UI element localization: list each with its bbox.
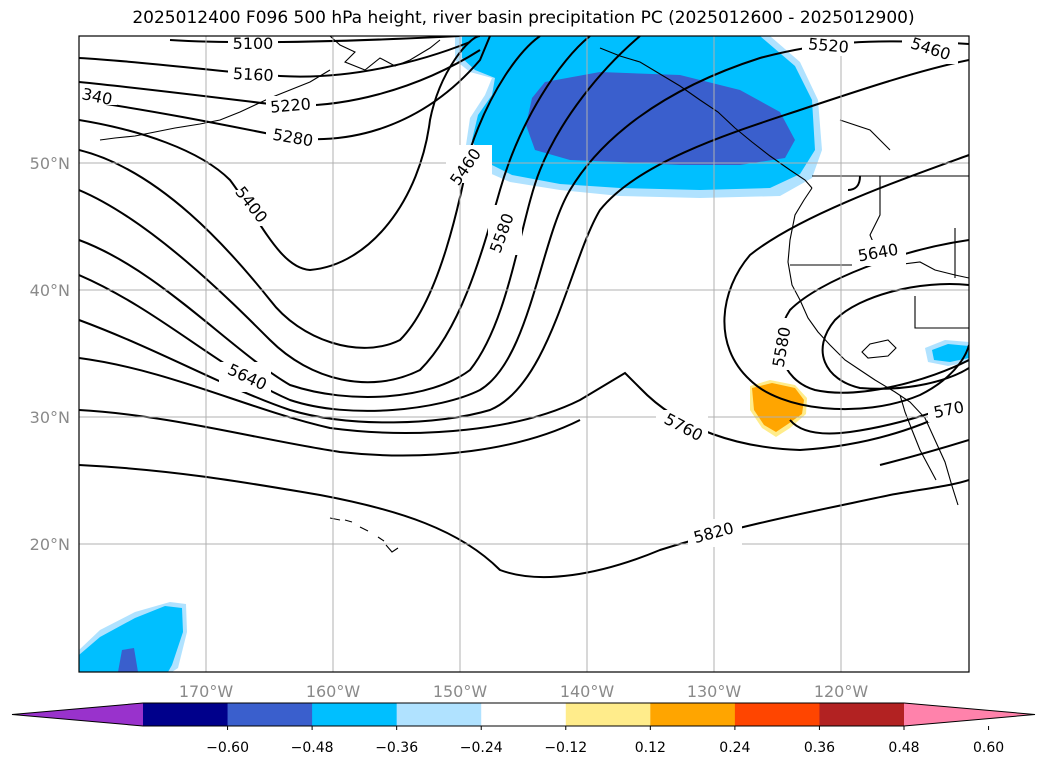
precip-shading — [79, 36, 969, 672]
colorbar-segment — [819, 703, 905, 726]
longitude-labels: 170°W 160°W 150°W 140°W 130°W 120°W — [179, 682, 869, 701]
colorbar-extend-min — [12, 703, 143, 726]
lon-label: 160°W — [306, 682, 361, 701]
precip-sw-medium — [79, 606, 183, 672]
figure-title: 2025012400 F096 500 hPa height, river ba… — [132, 8, 915, 28]
contour-label: 5100 — [233, 34, 274, 53]
colorbar-tick-label: −0.24 — [460, 740, 503, 756]
colorbar: −0.60 −0.48 −0.36 −0.24 −0.12 0.12 0.24 0.36 0.4… — [11, 702, 1036, 756]
contour-label-backdrops — [79, 36, 969, 547]
colorbar-extend-max — [904, 703, 1035, 726]
contour-label: 5160 — [232, 64, 274, 85]
colorbar-outline — [11, 702, 1036, 727]
colorbar-segment — [312, 703, 398, 726]
colorbar-tick-label: 0.36 — [804, 740, 835, 756]
precip-east-medium — [932, 344, 969, 362]
map-frame — [78, 35, 970, 673]
colorbar-tick-label: 0.24 — [719, 740, 750, 756]
contour-label: 5520 — [807, 34, 849, 56]
colorbar-tick-label: −0.48 — [291, 740, 334, 756]
colorbar-tick-label: −0.60 — [206, 740, 249, 756]
colorbar-tick-label: 0.60 — [973, 740, 1004, 756]
lat-label: 40°N — [30, 281, 70, 300]
colorbar-segment — [650, 703, 736, 726]
lon-label: 140°W — [560, 682, 615, 701]
colorbar-segment — [481, 703, 567, 726]
colorbar-segment — [143, 703, 229, 726]
colorbar-segment — [227, 703, 313, 726]
colorbar-segment — [396, 703, 482, 726]
lon-label: 120°W — [814, 682, 869, 701]
precip-sw-dark — [118, 648, 138, 672]
contour-label: 5220 — [269, 94, 311, 116]
precip-negative-dark — [526, 72, 795, 165]
colorbar-tick-label: 0.48 — [888, 740, 919, 756]
lon-label: 130°W — [687, 682, 742, 701]
lon-label: 150°W — [433, 682, 488, 701]
colorbar-tick-label: −0.36 — [375, 740, 418, 756]
lat-label: 50°N — [30, 154, 70, 173]
colorbar-segment — [734, 703, 820, 726]
lon-label: 170°W — [179, 682, 234, 701]
colorbar-segment — [565, 703, 651, 726]
lat-label: 30°N — [30, 408, 70, 427]
lat-label: 20°N — [30, 535, 70, 554]
latitude-labels: 20°N 30°N 40°N 50°N — [30, 154, 70, 554]
gridlines — [79, 36, 969, 672]
colorbar-tick-label: −0.12 — [544, 740, 587, 756]
colorbar-tick-label: 0.12 — [635, 740, 666, 756]
